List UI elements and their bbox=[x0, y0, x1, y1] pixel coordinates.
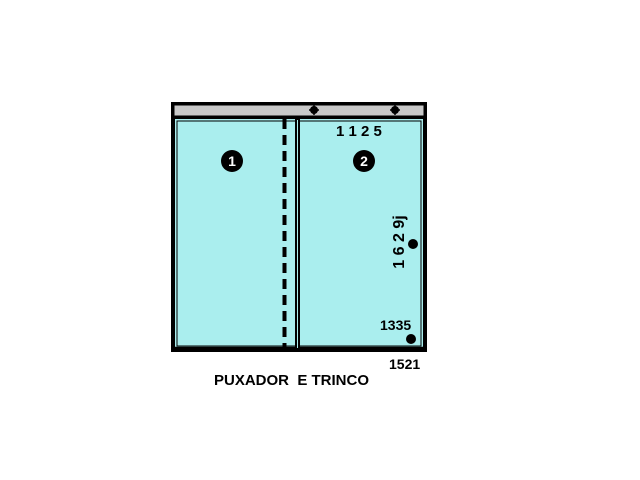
caption-label: PUXADOR E TRINCO bbox=[214, 372, 369, 389]
panel-1-badge: 1 bbox=[221, 150, 243, 172]
handle-dot-icon bbox=[408, 239, 418, 249]
top-rail bbox=[173, 104, 425, 117]
lock-height-label: 1335 bbox=[380, 317, 411, 333]
lock-dot-icon bbox=[406, 334, 416, 344]
panel-2-badge: 2 bbox=[353, 150, 375, 172]
rail-screw-right-icon bbox=[390, 105, 400, 115]
svg-text:2: 2 bbox=[360, 153, 368, 169]
side-dimension-label: 1 6 2 9j bbox=[391, 215, 408, 268]
rail-screw-left-icon bbox=[309, 105, 319, 115]
bottom-dimension-label: 1521 bbox=[389, 356, 420, 372]
top-dimension-label: 1 1 2 5 bbox=[336, 123, 382, 140]
svg-text:1: 1 bbox=[228, 153, 236, 169]
